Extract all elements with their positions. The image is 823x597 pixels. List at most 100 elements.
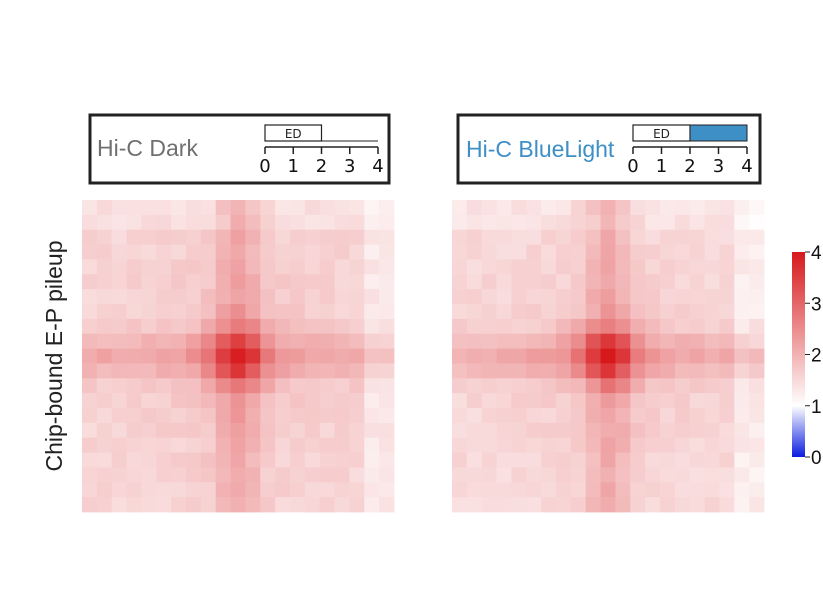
heatmap-cell xyxy=(719,304,735,320)
heatmap-cell xyxy=(230,348,246,364)
heatmap-cell xyxy=(570,274,587,290)
heatmap-cell xyxy=(749,497,765,513)
heatmap-cell xyxy=(275,378,291,394)
heatmap-cell xyxy=(260,333,276,349)
colorbar-tick-label: 0 xyxy=(811,448,822,469)
heatmap-cell xyxy=(734,289,750,305)
heatmap-cell xyxy=(96,318,113,335)
heatmap-cell xyxy=(526,363,542,379)
heatmap-cell xyxy=(452,452,468,468)
heatmap-cell xyxy=(570,437,587,453)
heatmap-cell xyxy=(496,452,512,468)
heatmap-cell xyxy=(496,304,512,320)
heatmap-cell xyxy=(319,244,335,260)
heatmap-cell xyxy=(674,422,691,439)
heatmap-cell xyxy=(141,393,157,409)
heatmap-cell xyxy=(200,422,217,439)
heatmap-cell xyxy=(689,274,705,290)
heatmap-cell xyxy=(334,259,350,275)
heatmap-cell xyxy=(541,259,557,275)
heatmap-cell xyxy=(156,348,172,364)
heatmap-cell xyxy=(334,304,350,320)
heatmap-cell xyxy=(171,482,187,498)
heatmap-cell xyxy=(496,482,512,498)
heatmap-cell xyxy=(111,393,127,409)
heatmap-cell xyxy=(526,497,542,513)
heatmap-cell xyxy=(749,229,765,245)
heatmap-cell xyxy=(230,200,246,216)
heatmap-cell xyxy=(466,378,483,394)
heatmap-cell xyxy=(334,408,350,424)
heatmap-cell xyxy=(96,437,113,453)
heatmap-cell xyxy=(704,244,720,260)
heatmap-cell xyxy=(585,378,601,394)
heatmap-cell xyxy=(364,497,380,513)
timeline-tick-label: 4 xyxy=(372,156,383,177)
heatmap-cell xyxy=(215,378,231,394)
heatmap-cell xyxy=(275,408,291,424)
heatmap-cell xyxy=(245,482,261,498)
heatmap-cell xyxy=(215,467,231,483)
heatmap-cell xyxy=(379,318,395,335)
heatmap-cell xyxy=(496,244,512,260)
heatmap-cell xyxy=(466,348,483,364)
heatmap-cell xyxy=(215,497,231,513)
heatmap-cell xyxy=(215,318,231,335)
heatmap-cell xyxy=(200,304,217,320)
heatmap-cell xyxy=(171,393,187,409)
heatmap-cell xyxy=(689,244,705,260)
heatmap-cell xyxy=(171,259,187,275)
heatmap-cell xyxy=(541,422,557,439)
heatmap-cell xyxy=(615,214,631,231)
heatmap-cell xyxy=(466,452,483,468)
heatmap-cell xyxy=(615,482,631,498)
heatmap-cell xyxy=(230,408,246,424)
heatmap-cell xyxy=(734,348,750,364)
heatmap-cell xyxy=(526,408,542,424)
heatmap-cell xyxy=(290,333,306,349)
heatmap-cell xyxy=(526,452,542,468)
heatmap-cell xyxy=(645,467,661,483)
heatmap-cell xyxy=(290,229,306,245)
heatmap-cell xyxy=(674,437,691,453)
heatmap-cell xyxy=(570,452,587,468)
heatmap-cell xyxy=(200,214,217,231)
heatmap-cell xyxy=(260,422,276,439)
heatmap-cell xyxy=(511,200,527,216)
heatmap-cell xyxy=(260,437,276,453)
heatmap-cell xyxy=(452,482,468,498)
heatmap-cell xyxy=(660,289,676,305)
heatmap-cell xyxy=(749,333,765,349)
colorbar-tick-label: 3 xyxy=(811,294,822,315)
heatmap-cell xyxy=(541,200,557,216)
heatmap-cell xyxy=(660,318,676,335)
heatmap-cell xyxy=(230,214,246,231)
heatmap-cell xyxy=(660,452,676,468)
heatmap-cell xyxy=(481,318,497,335)
heatmap-cell xyxy=(466,422,483,439)
heatmap-cell xyxy=(689,200,705,216)
heatmap-cell xyxy=(260,408,276,424)
heatmap-cell xyxy=(186,214,202,231)
heatmap-cell xyxy=(186,229,202,245)
heatmap-cell xyxy=(82,229,98,245)
heatmap-cell xyxy=(570,378,587,394)
heatmap-cell xyxy=(452,214,468,231)
heatmap-cell xyxy=(615,200,631,216)
heatmap-cell xyxy=(556,437,572,453)
heatmap-cell xyxy=(186,318,202,335)
heatmap-cell xyxy=(615,437,631,453)
heatmap-cell xyxy=(275,229,291,245)
timeline-dark: ED 0 1 2 3 4 xyxy=(259,124,384,177)
heatmap-cell xyxy=(452,467,468,483)
heatmap-cell xyxy=(630,318,646,335)
heatmap-cell xyxy=(570,408,587,424)
heatmap-cell xyxy=(570,200,587,216)
heatmap-cell xyxy=(200,497,217,513)
panel-header-box-dark xyxy=(88,113,391,185)
heatmap-cell xyxy=(96,214,113,231)
heatmap-cell xyxy=(275,437,291,453)
heatmap-cell xyxy=(660,497,676,513)
heatmap-cell xyxy=(334,378,350,394)
